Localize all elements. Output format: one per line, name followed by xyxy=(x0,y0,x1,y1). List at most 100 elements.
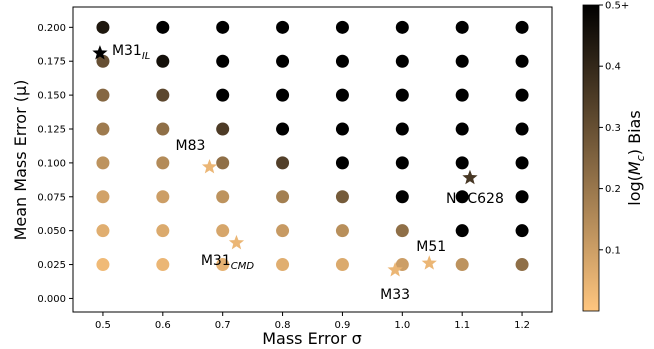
x-tick-label: 0.6 xyxy=(155,320,171,331)
y-tick-label: 0.150 xyxy=(37,91,66,102)
colorbar-label-end: ) Bias xyxy=(625,110,644,155)
grid-point xyxy=(216,54,230,68)
grid-point xyxy=(96,122,110,136)
galaxy-label: M83 xyxy=(176,138,206,154)
colorbar-label-m: M xyxy=(625,161,644,175)
galaxy-star-marker xyxy=(421,255,437,270)
grid-point xyxy=(96,190,110,204)
grid-point xyxy=(96,20,110,34)
grid-point xyxy=(335,20,349,34)
grid-point xyxy=(216,258,230,272)
galaxy-label: M31IL xyxy=(112,43,150,62)
grid-points xyxy=(96,20,529,272)
galaxy-star-marker xyxy=(387,261,403,277)
grid-point xyxy=(276,122,290,136)
y-tick-label: 0.025 xyxy=(37,260,66,271)
grid-point xyxy=(395,156,409,170)
grid-point xyxy=(216,190,230,204)
plot-frame xyxy=(72,6,553,313)
x-tick-label: 0.7 xyxy=(215,320,231,331)
grid-point xyxy=(335,88,349,102)
grid-point xyxy=(276,54,290,68)
grid-point xyxy=(96,156,110,170)
grid-point xyxy=(335,258,349,272)
x-tick-label: 1.2 xyxy=(514,320,530,331)
grid-point xyxy=(335,122,349,136)
grid-point xyxy=(335,224,349,238)
grid-point xyxy=(156,190,170,204)
x-axis-label: Mass Error σ xyxy=(262,329,362,348)
x-tick-label: 1.1 xyxy=(454,320,470,331)
grid-point xyxy=(515,122,529,136)
x-tick-label: 0.5 xyxy=(95,320,111,331)
y-tick-label: 0.125 xyxy=(37,125,66,136)
colorbar-tick-label: 0.5+ xyxy=(605,1,629,12)
grid-point xyxy=(395,122,409,136)
grid-point xyxy=(156,224,170,238)
grid-point xyxy=(395,54,409,68)
galaxy-markers: M31IL M83 NGC628 M31CMD M51 M33 xyxy=(92,43,504,303)
grid-point xyxy=(395,88,409,102)
x-axis-ticks: 0.5 0.6 0.7 0.8 0.9 1.0 1.1 1.2 xyxy=(95,312,530,331)
galaxy-label: M33 xyxy=(380,287,410,303)
y-axis-ticks: 0.000 0.025 0.050 0.075 0.100 0.125 0.150 0.175… xyxy=(37,23,73,305)
x-tick-label: 0.8 xyxy=(275,320,291,331)
y-tick-label: 0.100 xyxy=(37,158,66,169)
grid-point xyxy=(156,54,170,68)
grid-point xyxy=(216,88,230,102)
colorbar-ticks: 0.1 0.2 0.3 0.4 0.5+ xyxy=(599,1,629,256)
grid-point xyxy=(515,258,529,272)
grid-point xyxy=(455,88,469,102)
grid-point xyxy=(455,20,469,34)
y-tick-label: 0.200 xyxy=(37,23,66,34)
colorbar-tick-label: 0.3 xyxy=(605,123,621,134)
grid-point xyxy=(455,156,469,170)
grid-point xyxy=(515,156,529,170)
grid-point xyxy=(216,156,230,170)
grid-point xyxy=(276,20,290,34)
y-tick-label: 0.175 xyxy=(37,57,66,68)
grid-point xyxy=(515,54,529,68)
grid-point xyxy=(335,190,349,204)
y-tick-label: 0.000 xyxy=(37,294,66,305)
grid-point xyxy=(515,190,529,204)
y-tick-label: 0.050 xyxy=(37,226,66,237)
grid-point xyxy=(96,54,110,68)
grid-point xyxy=(276,258,290,272)
grid-point xyxy=(455,258,469,272)
grid-point xyxy=(276,190,290,204)
galaxy-label: M31CMD xyxy=(201,253,255,272)
grid-point xyxy=(276,156,290,170)
grid-point xyxy=(455,224,469,238)
colorbar-tick-label: 0.4 xyxy=(605,62,621,73)
grid-point xyxy=(96,258,110,272)
grid-point xyxy=(455,54,469,68)
grid-point xyxy=(276,224,290,238)
x-tick-label: 0.9 xyxy=(334,320,350,331)
grid-point xyxy=(335,54,349,68)
grid-point xyxy=(395,20,409,34)
galaxy-label: NGC628 xyxy=(446,191,504,207)
galaxy-star-marker xyxy=(462,169,478,185)
colorbar-gradient xyxy=(582,4,600,312)
y-axis-label: Mean Mass Error (μ) xyxy=(11,80,30,241)
grid-point xyxy=(216,224,230,238)
y-tick-label: 0.075 xyxy=(37,192,66,203)
colorbar-label-main: log( xyxy=(625,175,644,206)
galaxy-star-marker xyxy=(228,234,245,250)
grid-point xyxy=(156,156,170,170)
grid-point xyxy=(395,190,409,204)
colorbar-tick-label: 0.2 xyxy=(605,184,621,195)
grid-point xyxy=(96,88,110,102)
colorbar: 0.1 0.2 0.3 0.4 0.5+ log(Mc) Bias xyxy=(582,1,647,312)
grid-point xyxy=(156,88,170,102)
colorbar-label: log(Mc) Bias xyxy=(625,110,647,205)
grid-point xyxy=(515,224,529,238)
galaxy-star-marker xyxy=(92,45,108,60)
grid-point xyxy=(156,258,170,272)
grid-point xyxy=(455,122,469,136)
grid-point xyxy=(96,224,110,238)
grid-point xyxy=(156,122,170,136)
